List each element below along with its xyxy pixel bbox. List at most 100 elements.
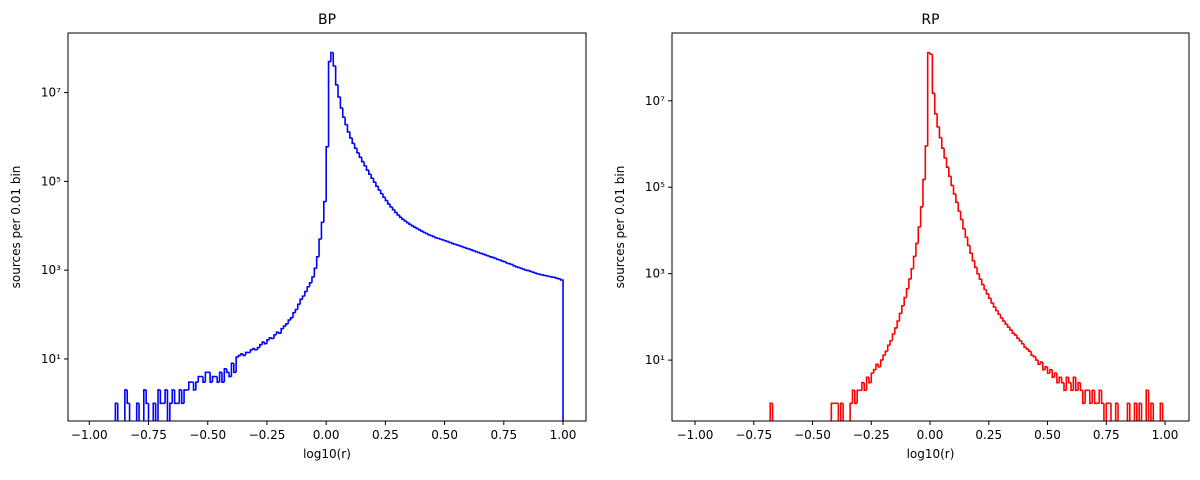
hist-step: [968, 237, 970, 245]
hist-step: [937, 114, 939, 127]
hist-step: [343, 108, 345, 117]
hist-step: [925, 146, 927, 180]
hist-step: [1111, 403, 1113, 423]
hist-step: [402, 217, 404, 219]
hist-step: [928, 53, 930, 146]
hist-step: [1005, 321, 1007, 324]
x-axis-label: log10(r): [907, 447, 955, 461]
hist-step: [914, 256, 916, 268]
hist-step: [388, 201, 390, 204]
x-tick-label: 0.25: [975, 428, 1002, 442]
hist-step: [329, 62, 331, 147]
hist-step: [1022, 341, 1024, 344]
y-tick-label: 10⁵: [645, 180, 665, 194]
hist-step: [958, 202, 960, 211]
hist-step: [518, 267, 520, 268]
hist-step: [416, 227, 418, 228]
hist-step: [404, 219, 406, 221]
hist-step: [355, 143, 357, 148]
hist-step: [170, 403, 172, 423]
hist-step: [1008, 324, 1010, 327]
hist-step: [923, 180, 925, 207]
hist-step: [359, 153, 361, 157]
hist-step: [970, 245, 972, 253]
hist-step: [487, 255, 489, 256]
hist-step: [184, 390, 186, 403]
hist-step: [982, 279, 984, 284]
hist-step: [1029, 349, 1031, 351]
hist-step: [998, 311, 1000, 315]
hist-step: [449, 242, 451, 243]
hist-step: [516, 266, 518, 267]
hist-step: [513, 264, 515, 265]
hist-step: [366, 166, 368, 170]
hist-step: [291, 318, 293, 320]
x-tick-label: 1.00: [1152, 428, 1179, 442]
x-tick-label: 0.00: [917, 428, 944, 442]
hist-step: [371, 174, 373, 178]
hist-step: [932, 54, 934, 93]
hist-step: [374, 178, 376, 182]
hist-step: [883, 355, 885, 360]
hist-step: [539, 274, 541, 275]
hist-step: [392, 207, 394, 210]
hist-step: [298, 304, 300, 309]
hist-step: [409, 223, 411, 225]
hist-step: [1019, 338, 1021, 341]
hist-step: [520, 267, 522, 268]
hist-step: [1001, 314, 1003, 318]
x-tick-label: 0.00: [313, 428, 340, 442]
hist-step: [376, 182, 378, 186]
hist-step: [1095, 390, 1097, 403]
x-tick-label: −0.50: [189, 428, 226, 442]
hist-step: [419, 228, 421, 229]
hist-step: [972, 253, 974, 261]
hist-step: [459, 245, 461, 246]
hist-step: [407, 221, 409, 223]
hist-step: [977, 267, 979, 273]
hist-step: [400, 215, 402, 217]
hist-step: [831, 403, 833, 423]
x-tick-label: −1.00: [677, 428, 714, 442]
hist-step: [198, 377, 200, 383]
x-tick-label: 0.75: [490, 428, 517, 442]
hist-step: [1085, 390, 1087, 403]
hist-step: [475, 251, 477, 252]
hist-step: [871, 373, 873, 383]
x-tick-label: −1.00: [71, 428, 108, 442]
hist-step: [293, 313, 295, 318]
hist-step: [378, 186, 380, 190]
hist-step: [888, 345, 890, 351]
hist-step: [461, 246, 463, 247]
hist-step: [281, 329, 283, 334]
hist-step: [326, 147, 328, 202]
hist-step: [302, 296, 304, 299]
y-tick-label: 10¹: [41, 352, 61, 366]
hist-step: [321, 222, 323, 239]
hist-step: [414, 226, 416, 227]
hist-step: [426, 232, 428, 233]
hist-step: [956, 194, 958, 202]
hist-step: [881, 360, 883, 367]
hist-step: [511, 264, 513, 265]
hist-step: [916, 243, 918, 256]
x-axis-label: log10(r): [303, 447, 351, 461]
hist-step: [892, 334, 894, 341]
hist-step: [546, 275, 548, 276]
hist-step: [504, 261, 506, 262]
hist-step: [364, 162, 366, 166]
hist-step: [944, 148, 946, 158]
chart-title: RP: [921, 12, 939, 28]
hist-step: [357, 148, 359, 153]
hist-step: [421, 230, 423, 231]
hist-step: [1017, 335, 1019, 338]
hist-step: [1080, 383, 1082, 391]
hist-step: [345, 117, 347, 124]
hist-step: [390, 204, 392, 207]
hist-step: [530, 271, 532, 272]
hist-step: [250, 350, 252, 353]
hist-step: [246, 352, 248, 355]
hist-step: [338, 85, 340, 97]
hist-step: [227, 369, 229, 373]
